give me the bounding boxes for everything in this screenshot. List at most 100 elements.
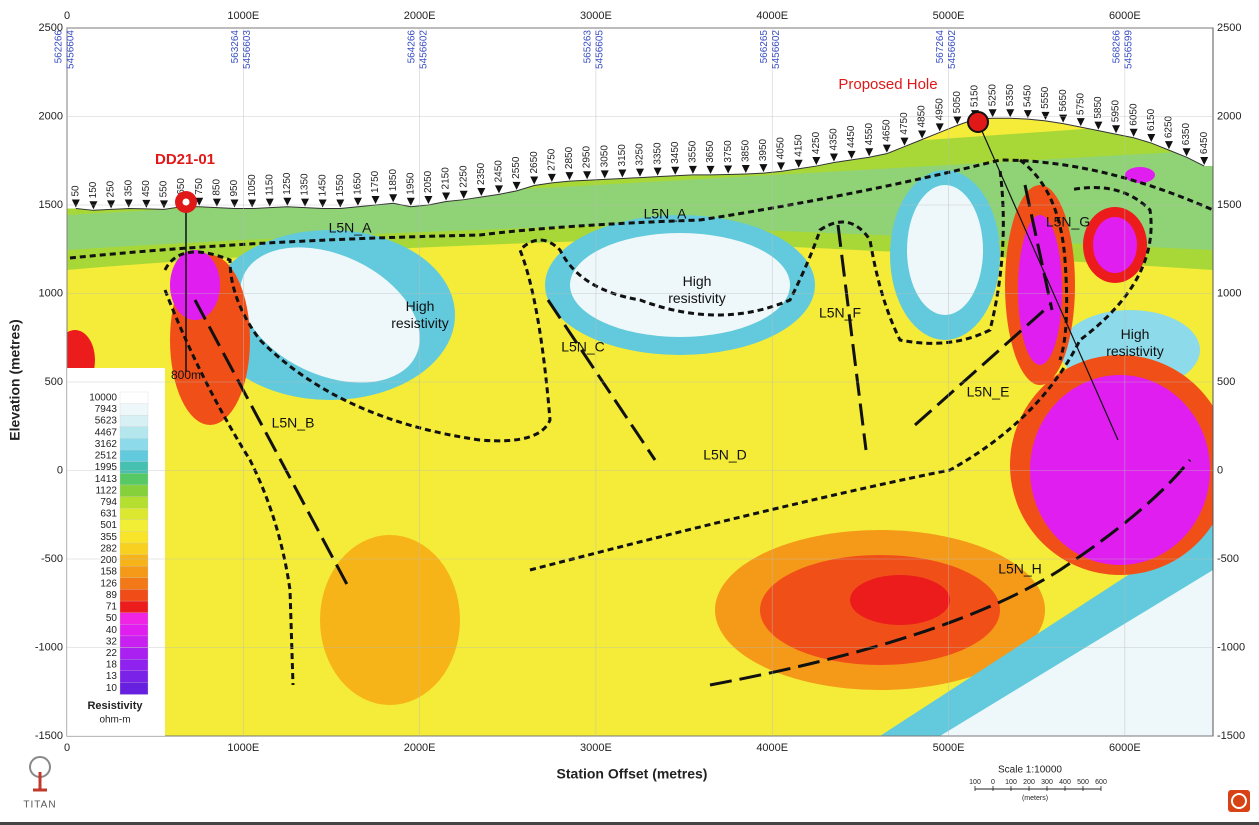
station-marker bbox=[353, 197, 362, 206]
station-label: 1850 bbox=[388, 169, 399, 192]
station-marker bbox=[142, 199, 151, 208]
legend-swatch bbox=[119, 449, 149, 463]
annotation-line: resistivity bbox=[391, 315, 449, 331]
y-tick-label: -1000 bbox=[35, 641, 63, 653]
annotation: High resistivity bbox=[668, 273, 726, 306]
y-tick-label: 1500 bbox=[1217, 199, 1241, 211]
station-marker bbox=[900, 137, 909, 146]
legend-swatch bbox=[119, 612, 149, 625]
x-tick-label: 0 bbox=[64, 742, 70, 754]
station-label: 4150 bbox=[793, 134, 804, 157]
station-label: 450 bbox=[141, 180, 152, 197]
station-marker bbox=[459, 190, 468, 199]
annotation: L5N_F bbox=[819, 305, 861, 321]
station-marker bbox=[724, 165, 733, 174]
legend-level: 10 bbox=[106, 683, 118, 694]
annotation-line: High bbox=[1121, 326, 1150, 342]
drill-hole-label: DD21-01 bbox=[155, 151, 215, 168]
annotation: L5N_B bbox=[272, 415, 315, 431]
station-label: 2950 bbox=[582, 146, 593, 169]
legend-swatch bbox=[119, 635, 149, 649]
station-marker bbox=[865, 148, 874, 157]
station-marker bbox=[477, 188, 486, 197]
station-marker bbox=[777, 162, 786, 171]
station-marker bbox=[1147, 134, 1156, 143]
station-label: 650 bbox=[176, 178, 187, 195]
station-marker bbox=[230, 199, 239, 208]
station-marker bbox=[248, 199, 257, 208]
x-tick-label: 6000E bbox=[1109, 742, 1141, 754]
station-label: 950 bbox=[229, 179, 240, 196]
station-label: 550 bbox=[159, 180, 170, 197]
legend-title: Resistivity bbox=[87, 700, 143, 712]
easting-label: 566265 bbox=[759, 30, 770, 64]
station-label: 1650 bbox=[353, 172, 364, 195]
station-label: 50 bbox=[70, 185, 81, 197]
station-marker bbox=[829, 153, 838, 162]
station-marker bbox=[124, 199, 133, 208]
scale-tick-label: 500 bbox=[1077, 779, 1089, 786]
legend-swatch bbox=[119, 647, 149, 660]
legend-level: 18 bbox=[106, 660, 118, 671]
station-marker bbox=[512, 181, 521, 190]
station-label: 350 bbox=[123, 179, 134, 196]
low-zone bbox=[1125, 167, 1155, 183]
station-label: 4650 bbox=[881, 119, 892, 142]
legend-level: 71 bbox=[106, 602, 118, 613]
interpretation-line bbox=[1019, 158, 1069, 361]
fault-line bbox=[193, 299, 352, 591]
x-tick-label: 2000E bbox=[404, 742, 436, 754]
station-marker bbox=[1112, 125, 1121, 134]
y-tick-label: 2000 bbox=[39, 110, 63, 122]
x-tick-label: 4000E bbox=[756, 742, 788, 754]
low-zone bbox=[170, 250, 220, 320]
station-label: 850 bbox=[212, 179, 223, 196]
y-tick-label: 2000 bbox=[1217, 110, 1241, 122]
station-label: 5150 bbox=[970, 84, 981, 107]
station-marker bbox=[336, 199, 345, 208]
station-marker bbox=[212, 198, 221, 207]
legend-swatch bbox=[119, 426, 149, 440]
station-label: 5950 bbox=[1111, 100, 1122, 123]
logo-text: TITAN bbox=[23, 800, 56, 811]
station-marker bbox=[706, 165, 715, 174]
legend-swatch bbox=[119, 624, 149, 637]
station-label: 2750 bbox=[546, 148, 557, 171]
y-tick-label: -1500 bbox=[35, 730, 63, 742]
station-marker bbox=[530, 176, 539, 185]
station-label: 2150 bbox=[441, 167, 452, 190]
station-label: 1550 bbox=[335, 174, 346, 197]
station-marker bbox=[918, 130, 927, 139]
fault-line bbox=[546, 299, 657, 461]
legend-level: 13 bbox=[106, 671, 118, 682]
easting-label: 568266 bbox=[1111, 30, 1122, 64]
station-label: 3250 bbox=[635, 143, 646, 166]
legend-level: 50 bbox=[106, 613, 118, 624]
station-marker bbox=[812, 157, 821, 166]
station-marker bbox=[71, 199, 80, 208]
legend-level: 631 bbox=[100, 509, 117, 520]
station-label: 3150 bbox=[617, 144, 628, 167]
station-label: 4450 bbox=[846, 125, 857, 148]
legend-swatch bbox=[119, 473, 149, 486]
scale-title: Scale 1:10000 bbox=[998, 765, 1062, 776]
y-tick-label: -1500 bbox=[1217, 730, 1245, 742]
annotation: L5N_E bbox=[967, 384, 1010, 400]
station-label: 4750 bbox=[899, 112, 910, 135]
y-axis-label: Elevation (metres) bbox=[7, 319, 23, 440]
legend-level: 7943 bbox=[95, 404, 118, 415]
bottom-rule bbox=[0, 822, 1259, 825]
station-marker bbox=[283, 197, 292, 206]
fault-line bbox=[836, 224, 868, 451]
station-marker bbox=[583, 171, 592, 180]
station-label: 1150 bbox=[264, 174, 275, 196]
station-label: 2350 bbox=[476, 162, 487, 185]
legend-level: 1122 bbox=[95, 485, 117, 496]
easting-label: 565263 bbox=[583, 30, 594, 64]
station-label: 6350 bbox=[1181, 123, 1192, 146]
interpretation-line bbox=[529, 186, 1153, 572]
station-label: 2250 bbox=[458, 165, 469, 188]
legend-level: 4467 bbox=[95, 427, 118, 438]
legend-swatch bbox=[119, 670, 149, 684]
legend-box bbox=[67, 368, 165, 736]
